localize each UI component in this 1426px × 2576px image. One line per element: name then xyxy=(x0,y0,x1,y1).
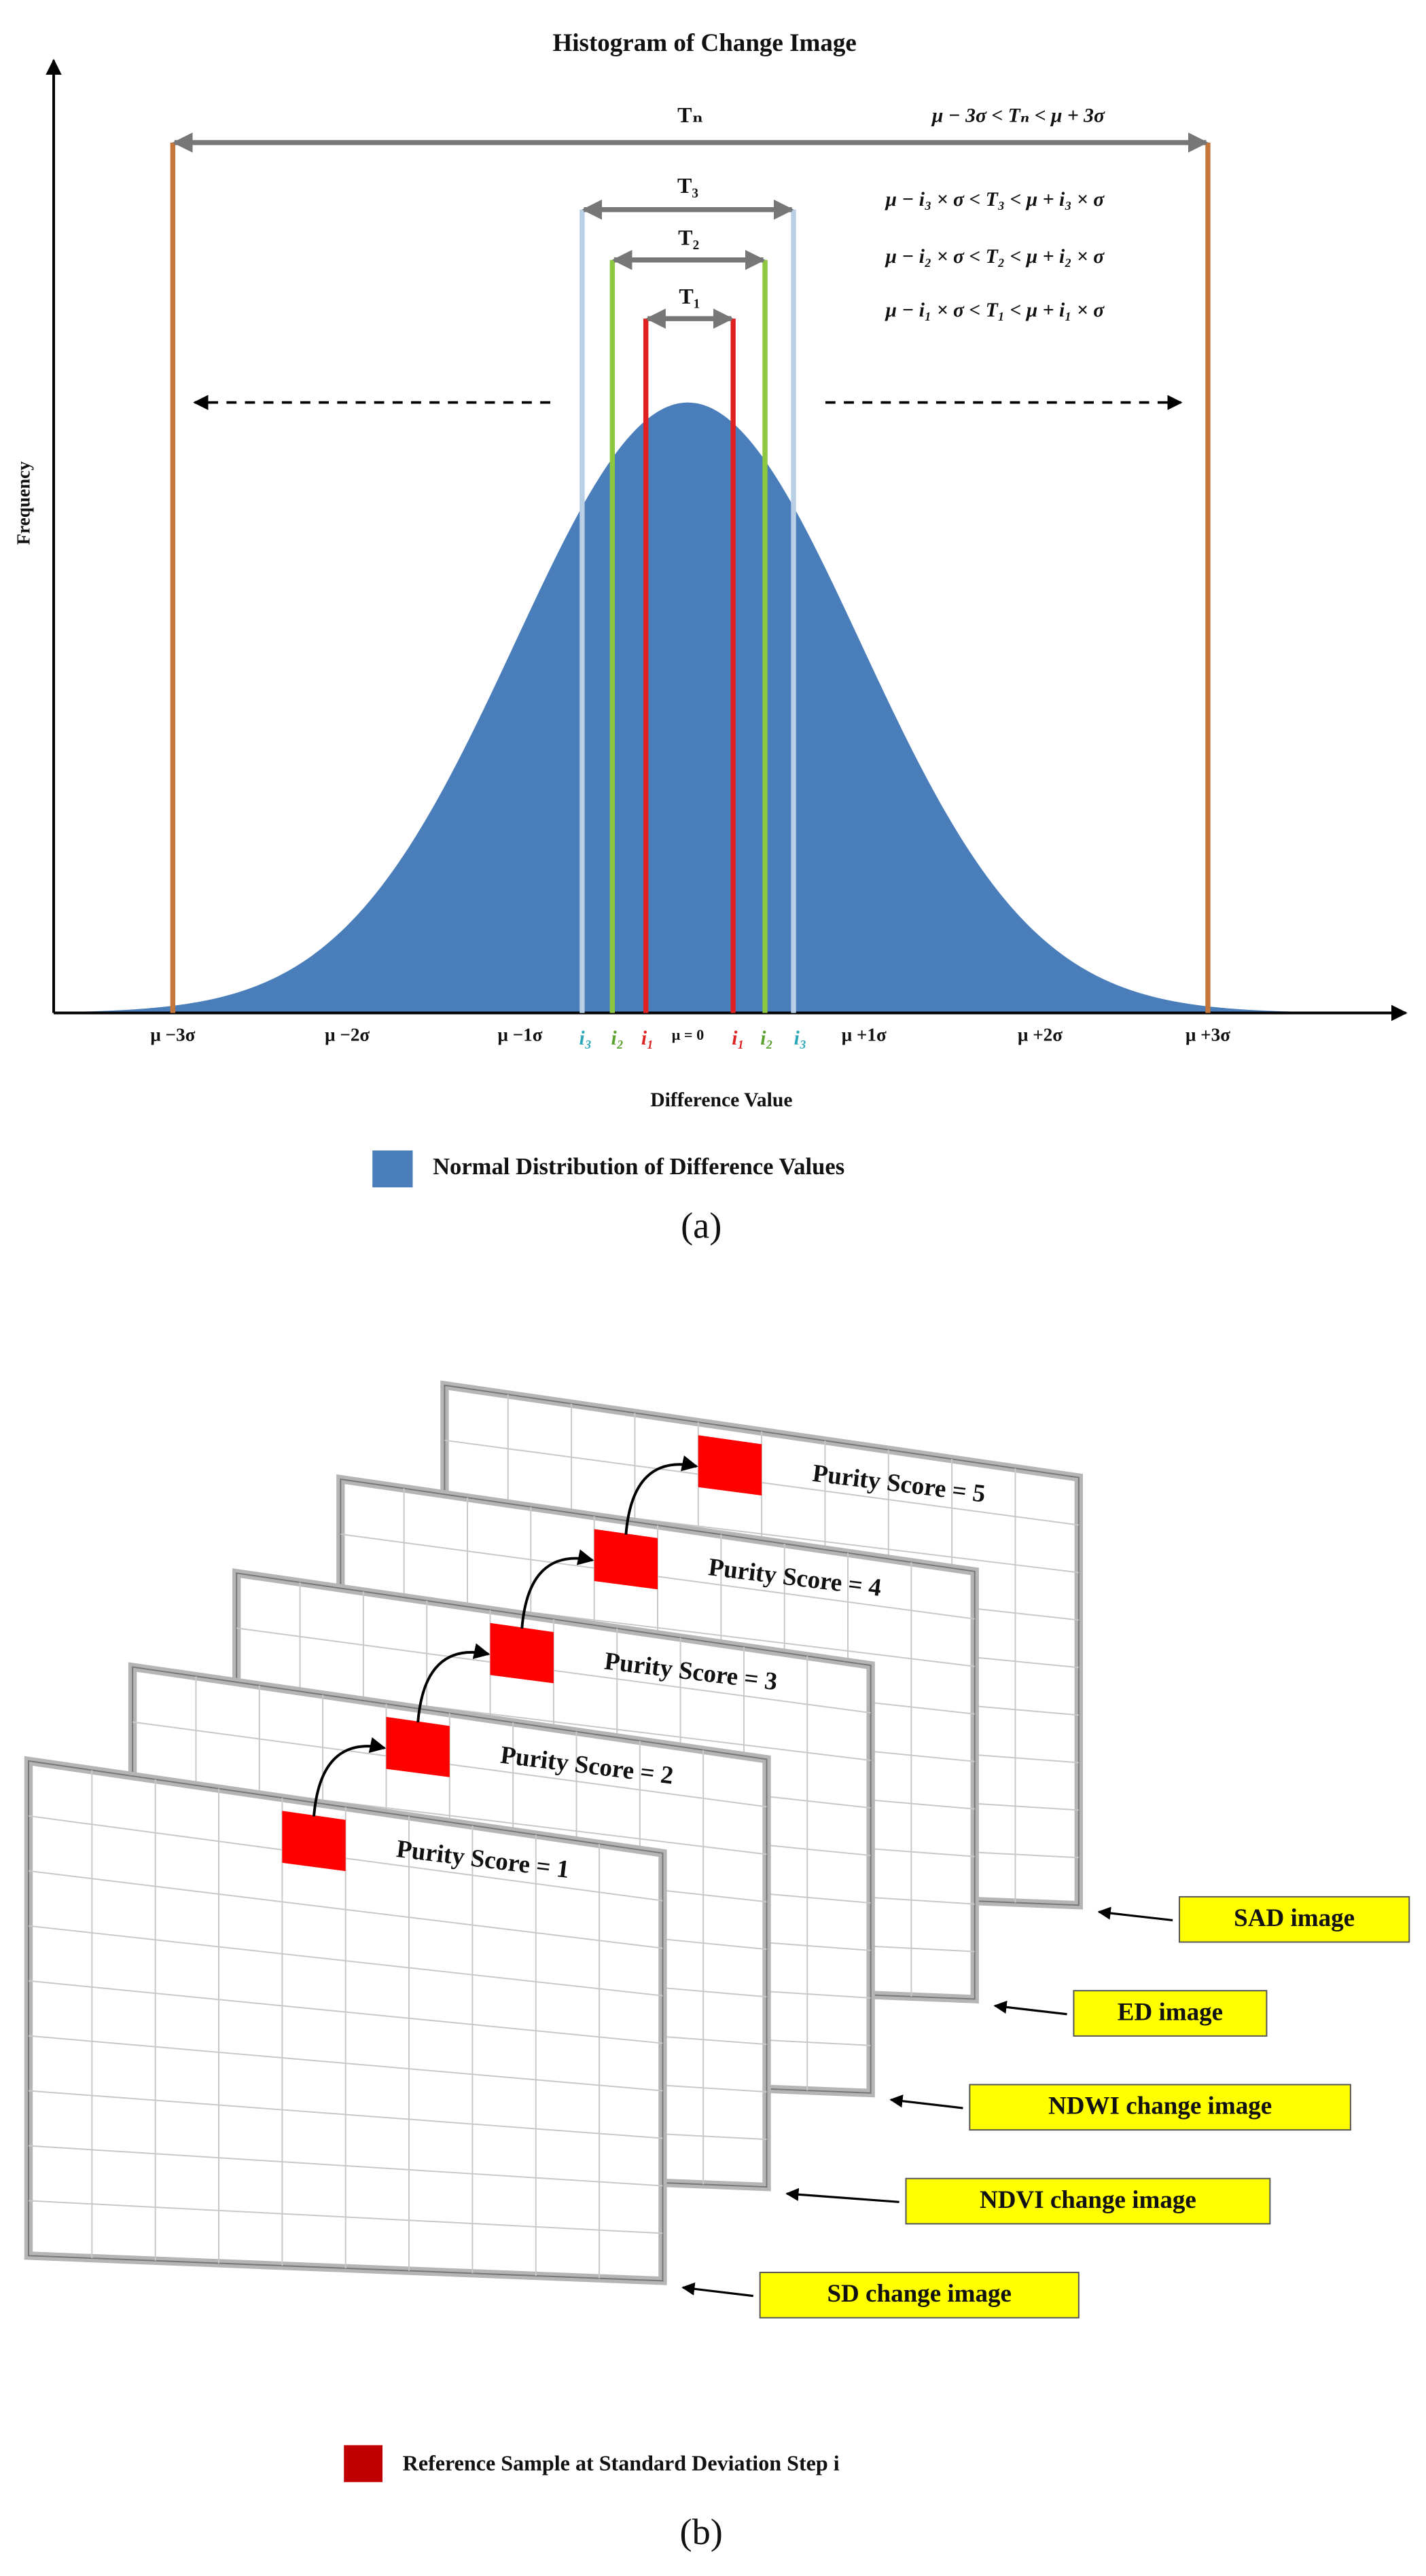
legend-swatch xyxy=(344,2445,383,2482)
progression-arrow xyxy=(313,1737,387,1817)
image-label-box xyxy=(1179,1895,1410,1943)
x-tick-label: μ +2σ xyxy=(1018,1024,1063,1045)
y-axis-label: Frequency xyxy=(13,461,33,545)
grid-line xyxy=(28,2200,663,2234)
caption: (a) xyxy=(681,1205,721,1246)
title: Histogram of Change Image xyxy=(552,29,856,57)
x-tick-label: μ −2σ xyxy=(325,1024,370,1045)
step-label: i₁ xyxy=(641,1028,654,1049)
threshold-label: Tₙ xyxy=(677,103,703,127)
step-label: i₂ xyxy=(760,1028,773,1049)
caption: (b) xyxy=(680,2511,723,2552)
grid-line xyxy=(28,2035,663,2092)
reference-sample xyxy=(698,1435,762,1495)
threshold-formula: μ − 3σ < Tₙ < μ + 3σ xyxy=(931,105,1105,127)
progression-arrow xyxy=(624,1455,698,1535)
legend-text: Normal Distribution of Difference Values xyxy=(433,1154,844,1180)
pointer-arrow xyxy=(993,2000,1067,2016)
step-label: i₃ xyxy=(794,1028,807,1049)
image-label-box xyxy=(905,2177,1271,2225)
step-label: i₃ xyxy=(580,1028,592,1049)
x-tick-label: μ +3σ xyxy=(1186,1024,1230,1045)
grid-line xyxy=(444,1439,1079,1526)
progression-arrow xyxy=(416,1643,491,1723)
image-label: SAD image xyxy=(1234,1904,1355,1932)
image-label: NDWI change image xyxy=(1048,2092,1272,2120)
threshold-formula: μ − i₂ × σ < T₂ < μ + i₂ × σ xyxy=(885,246,1105,268)
grid-line xyxy=(28,2090,663,2139)
pointer-arrow xyxy=(785,2188,899,2203)
pointer-arrow xyxy=(1097,1906,1173,1922)
pointer-arrow xyxy=(889,2094,963,2109)
image-layer: Purity Score = 1 xyxy=(24,1756,667,2285)
grid-line xyxy=(28,1870,663,1949)
panel-a: Histogram of Change Image Frequency Differ… xyxy=(13,29,1408,1246)
x-tick-label: μ −3σ xyxy=(150,1024,195,1045)
threshold-label: T₃ xyxy=(677,173,698,198)
x-tick-label: μ −1σ xyxy=(498,1024,543,1045)
image-label: ED image xyxy=(1118,1998,1223,2026)
reference-sample xyxy=(386,1717,450,1777)
image-label-box xyxy=(759,2272,1080,2319)
pointer-arrow xyxy=(681,2282,753,2298)
distribution-curve xyxy=(54,402,1401,1013)
grid-line xyxy=(28,1980,663,2044)
progression-arrow xyxy=(520,1549,594,1629)
legend-text: Reference Sample at Standard Deviation S… xyxy=(403,2450,840,2475)
image-label-box xyxy=(1073,1990,1268,2037)
step-label: i₂ xyxy=(611,1028,624,1049)
grid-line xyxy=(28,1925,663,1997)
image-label-box xyxy=(969,2084,1351,2131)
image-label: SD change image xyxy=(827,2280,1012,2308)
x-tick-label: μ +1σ xyxy=(842,1024,887,1045)
reference-sample xyxy=(490,1622,554,1684)
threshold-formula: μ − i₃ × σ < T₃ < μ + i₃ × σ xyxy=(885,189,1105,211)
grid-line xyxy=(28,2145,663,2187)
step-label: i₁ xyxy=(732,1028,745,1049)
reference-sample xyxy=(594,1529,658,1590)
x-axis-label: Difference Value xyxy=(650,1089,792,1111)
threshold-formula: μ − i₁ × σ < T₁ < μ + i₁ × σ xyxy=(885,300,1105,321)
legend-swatch xyxy=(372,1150,413,1188)
threshold-label: T₂ xyxy=(678,225,699,249)
x-tick-label: μ = 0 xyxy=(672,1026,704,1043)
threshold-label: T₁ xyxy=(679,284,700,308)
reference-sample xyxy=(282,1811,346,1872)
image-label: NDVI change image xyxy=(980,2186,1196,2214)
